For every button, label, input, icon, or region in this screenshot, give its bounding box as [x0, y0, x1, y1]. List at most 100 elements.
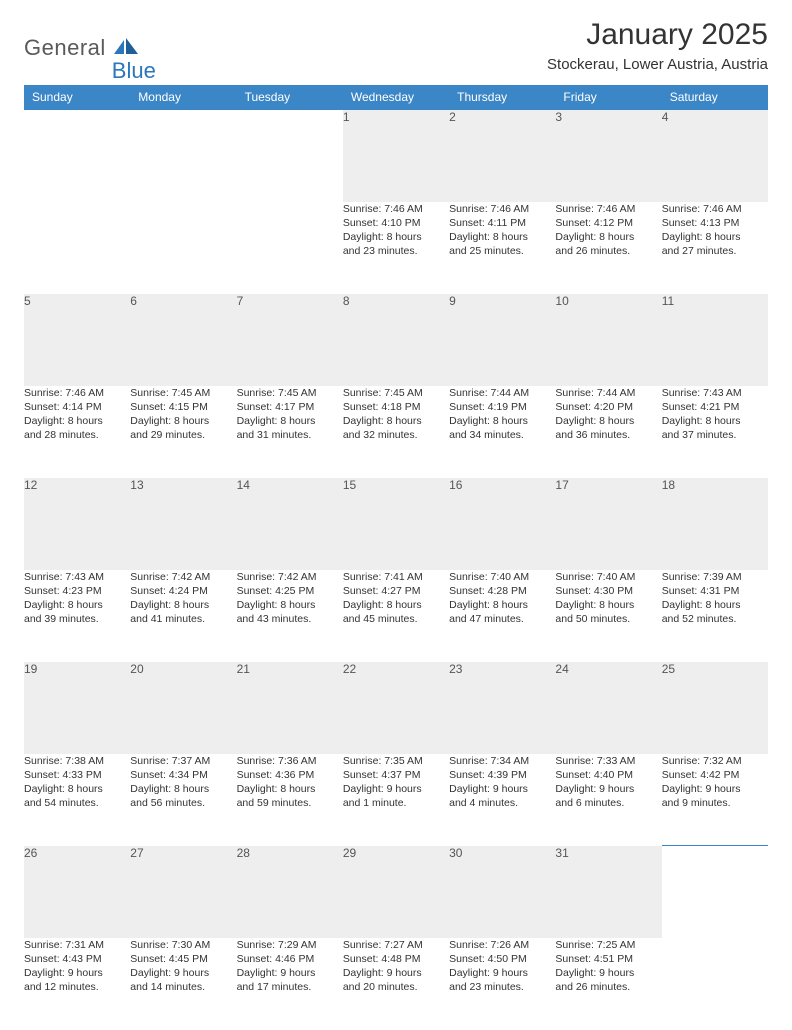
sunset-text: Sunset: 4:10 PM [343, 216, 449, 230]
daylight-line1: Daylight: 8 hours [662, 414, 768, 428]
sunset-text: Sunset: 4:31 PM [662, 584, 768, 598]
sunset-text: Sunset: 4:13 PM [662, 216, 768, 230]
sunset-text: Sunset: 4:11 PM [449, 216, 555, 230]
daylight-line1: Daylight: 9 hours [662, 782, 768, 796]
day-content-cell: Sunrise: 7:45 AMSunset: 4:17 PMDaylight:… [237, 386, 343, 478]
sunset-text: Sunset: 4:36 PM [237, 768, 343, 782]
daylight-line1: Daylight: 8 hours [343, 598, 449, 612]
sunrise-text: Sunrise: 7:46 AM [24, 386, 130, 400]
col-friday: Friday [555, 85, 661, 110]
daylight-line2: and 43 minutes. [237, 612, 343, 626]
day-number-cell [662, 846, 768, 938]
day-content-cell [130, 202, 236, 294]
sunset-text: Sunset: 4:43 PM [24, 952, 130, 966]
sunrise-text: Sunrise: 7:46 AM [449, 202, 555, 216]
daylight-line2: and 27 minutes. [662, 244, 768, 258]
sunset-text: Sunset: 4:20 PM [555, 400, 661, 414]
day-number-cell: 19 [24, 662, 130, 754]
logo-word-1: General [24, 35, 106, 61]
sunset-text: Sunset: 4:42 PM [662, 768, 768, 782]
sunset-text: Sunset: 4:40 PM [555, 768, 661, 782]
day-number-cell [130, 110, 236, 202]
day-number-cell: 21 [237, 662, 343, 754]
sunset-text: Sunset: 4:39 PM [449, 768, 555, 782]
weekday-header-row: Sunday Monday Tuesday Wednesday Thursday… [24, 85, 768, 110]
day-content-cell: Sunrise: 7:25 AMSunset: 4:51 PMDaylight:… [555, 938, 661, 1030]
day-number-cell: 5 [24, 294, 130, 386]
day-number-cell: 27 [130, 846, 236, 938]
sunset-text: Sunset: 4:37 PM [343, 768, 449, 782]
daylight-line1: Daylight: 9 hours [449, 966, 555, 980]
logo: General Blue [24, 24, 158, 72]
daylight-line2: and 1 minute. [343, 796, 449, 810]
daylight-line1: Daylight: 9 hours [237, 966, 343, 980]
day-content-cell: Sunrise: 7:30 AMSunset: 4:45 PMDaylight:… [130, 938, 236, 1030]
daylight-line2: and 4 minutes. [449, 796, 555, 810]
daylight-line2: and 20 minutes. [343, 980, 449, 994]
sunset-text: Sunset: 4:45 PM [130, 952, 236, 966]
day-content-row: Sunrise: 7:46 AMSunset: 4:14 PMDaylight:… [24, 386, 768, 478]
day-content-cell: Sunrise: 7:29 AMSunset: 4:46 PMDaylight:… [237, 938, 343, 1030]
daylight-line2: and 39 minutes. [24, 612, 130, 626]
sunrise-text: Sunrise: 7:27 AM [343, 938, 449, 952]
daylight-line1: Daylight: 8 hours [449, 414, 555, 428]
sunrise-text: Sunrise: 7:37 AM [130, 754, 236, 768]
daylight-line2: and 32 minutes. [343, 428, 449, 442]
daylight-line2: and 12 minutes. [24, 980, 130, 994]
day-number-cell: 31 [555, 846, 661, 938]
calendar-page: General Blue January 2025 Stockerau, Low… [0, 0, 792, 612]
daylight-line2: and 47 minutes. [449, 612, 555, 626]
daynum-row: 262728293031 [24, 846, 768, 938]
sunrise-text: Sunrise: 7:41 AM [343, 570, 449, 584]
day-content-cell: Sunrise: 7:46 AMSunset: 4:11 PMDaylight:… [449, 202, 555, 294]
day-content-cell: Sunrise: 7:42 AMSunset: 4:24 PMDaylight:… [130, 570, 236, 662]
day-number-cell: 11 [662, 294, 768, 386]
daynum-row: 12131415161718 [24, 478, 768, 570]
day-content-cell: Sunrise: 7:42 AMSunset: 4:25 PMDaylight:… [237, 570, 343, 662]
day-content-cell: Sunrise: 7:44 AMSunset: 4:19 PMDaylight:… [449, 386, 555, 478]
day-number-cell [237, 110, 343, 202]
daylight-line1: Daylight: 8 hours [237, 414, 343, 428]
sunset-text: Sunset: 4:14 PM [24, 400, 130, 414]
daylight-line2: and 50 minutes. [555, 612, 661, 626]
day-content-cell: Sunrise: 7:43 AMSunset: 4:21 PMDaylight:… [662, 386, 768, 478]
sunrise-text: Sunrise: 7:26 AM [449, 938, 555, 952]
day-number-cell: 10 [555, 294, 661, 386]
daylight-line2: and 54 minutes. [24, 796, 130, 810]
daylight-line1: Daylight: 8 hours [449, 230, 555, 244]
daylight-line1: Daylight: 8 hours [555, 230, 661, 244]
day-number-cell: 29 [343, 846, 449, 938]
day-content-cell: Sunrise: 7:46 AMSunset: 4:14 PMDaylight:… [24, 386, 130, 478]
logo-word-2: Blue [112, 58, 156, 84]
day-number-cell: 3 [555, 110, 661, 202]
daylight-line1: Daylight: 8 hours [24, 414, 130, 428]
sunset-text: Sunset: 4:21 PM [662, 400, 768, 414]
day-number-cell: 14 [237, 478, 343, 570]
daylight-line1: Daylight: 8 hours [24, 598, 130, 612]
col-wednesday: Wednesday [343, 85, 449, 110]
sunrise-text: Sunrise: 7:25 AM [555, 938, 661, 952]
daylight-line1: Daylight: 8 hours [130, 782, 236, 796]
sunset-text: Sunset: 4:34 PM [130, 768, 236, 782]
day-content-cell: Sunrise: 7:46 AMSunset: 4:13 PMDaylight:… [662, 202, 768, 294]
col-sunday: Sunday [24, 85, 130, 110]
daylight-line1: Daylight: 8 hours [237, 598, 343, 612]
sunrise-text: Sunrise: 7:40 AM [555, 570, 661, 584]
sunrise-text: Sunrise: 7:43 AM [24, 570, 130, 584]
daylight-line1: Daylight: 8 hours [662, 230, 768, 244]
month-title: January 2025 [547, 18, 768, 52]
daylight-line1: Daylight: 9 hours [343, 782, 449, 796]
daylight-line2: and 45 minutes. [343, 612, 449, 626]
day-content-cell: Sunrise: 7:27 AMSunset: 4:48 PMDaylight:… [343, 938, 449, 1030]
day-content-row: Sunrise: 7:31 AMSunset: 4:43 PMDaylight:… [24, 938, 768, 1030]
daylight-line2: and 59 minutes. [237, 796, 343, 810]
calendar-table: Sunday Monday Tuesday Wednesday Thursday… [24, 85, 768, 1030]
day-number-cell: 1 [343, 110, 449, 202]
day-content-cell: Sunrise: 7:45 AMSunset: 4:18 PMDaylight:… [343, 386, 449, 478]
day-content-cell: Sunrise: 7:40 AMSunset: 4:30 PMDaylight:… [555, 570, 661, 662]
daylight-line2: and 23 minutes. [449, 980, 555, 994]
day-content-cell [24, 202, 130, 294]
daylight-line2: and 31 minutes. [237, 428, 343, 442]
day-content-cell: Sunrise: 7:46 AMSunset: 4:12 PMDaylight:… [555, 202, 661, 294]
sunset-text: Sunset: 4:15 PM [130, 400, 236, 414]
